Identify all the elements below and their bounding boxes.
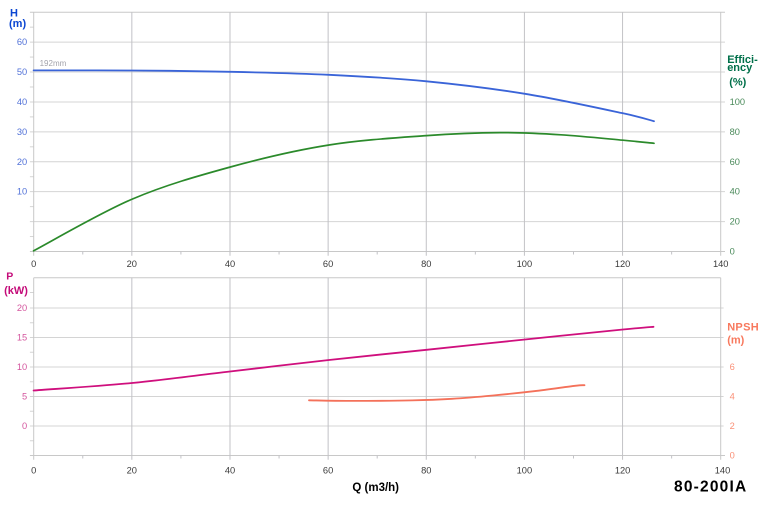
svg-text:100: 100 bbox=[730, 97, 746, 107]
svg-text:ency: ency bbox=[727, 62, 753, 74]
svg-text:20: 20 bbox=[127, 259, 137, 269]
svg-text:0: 0 bbox=[730, 451, 735, 461]
svg-text:(kW): (kW) bbox=[4, 285, 28, 297]
svg-text:Effici-: Effici- bbox=[727, 54, 758, 66]
svg-text:0: 0 bbox=[22, 421, 27, 431]
svg-text:80-200IA: 80-200IA bbox=[674, 479, 747, 496]
svg-text:5: 5 bbox=[22, 392, 27, 402]
svg-text:0: 0 bbox=[31, 259, 36, 269]
svg-text:60: 60 bbox=[730, 157, 740, 167]
svg-text:40: 40 bbox=[225, 466, 235, 476]
svg-text:40: 40 bbox=[225, 259, 235, 269]
svg-text:NPSH: NPSH bbox=[727, 321, 759, 333]
svg-text:P: P bbox=[6, 271, 13, 283]
svg-text:0: 0 bbox=[31, 466, 36, 476]
svg-text:2: 2 bbox=[730, 421, 735, 431]
svg-text:100: 100 bbox=[517, 466, 533, 476]
svg-text:80: 80 bbox=[421, 466, 431, 476]
svg-text:H: H bbox=[10, 8, 18, 20]
svg-text:(m): (m) bbox=[727, 335, 744, 347]
svg-text:40: 40 bbox=[17, 97, 27, 107]
svg-text:50: 50 bbox=[17, 67, 27, 77]
svg-text:10: 10 bbox=[17, 187, 27, 197]
svg-text:192mm: 192mm bbox=[40, 59, 67, 68]
svg-text:20: 20 bbox=[730, 217, 740, 227]
svg-text:140: 140 bbox=[715, 466, 731, 476]
svg-text:Q (m3/h): Q (m3/h) bbox=[352, 482, 399, 494]
svg-text:80: 80 bbox=[730, 127, 740, 137]
svg-text:30: 30 bbox=[17, 127, 27, 137]
svg-text:6: 6 bbox=[730, 362, 735, 372]
svg-text:120: 120 bbox=[615, 466, 631, 476]
svg-text:0: 0 bbox=[730, 247, 735, 257]
svg-text:4: 4 bbox=[730, 392, 735, 402]
svg-text:(%): (%) bbox=[729, 77, 746, 89]
svg-text:20: 20 bbox=[17, 157, 27, 167]
svg-text:60: 60 bbox=[17, 37, 27, 47]
svg-text:20: 20 bbox=[127, 466, 137, 476]
svg-text:10: 10 bbox=[17, 362, 27, 372]
svg-text:100: 100 bbox=[517, 259, 533, 269]
svg-text:120: 120 bbox=[615, 259, 631, 269]
svg-text:(m): (m) bbox=[9, 18, 26, 30]
svg-text:60: 60 bbox=[323, 259, 333, 269]
svg-text:140: 140 bbox=[713, 259, 729, 269]
svg-text:80: 80 bbox=[421, 259, 431, 269]
svg-text:15: 15 bbox=[17, 333, 27, 343]
svg-text:20: 20 bbox=[17, 303, 27, 313]
svg-text:60: 60 bbox=[323, 466, 333, 476]
svg-text:40: 40 bbox=[730, 187, 740, 197]
